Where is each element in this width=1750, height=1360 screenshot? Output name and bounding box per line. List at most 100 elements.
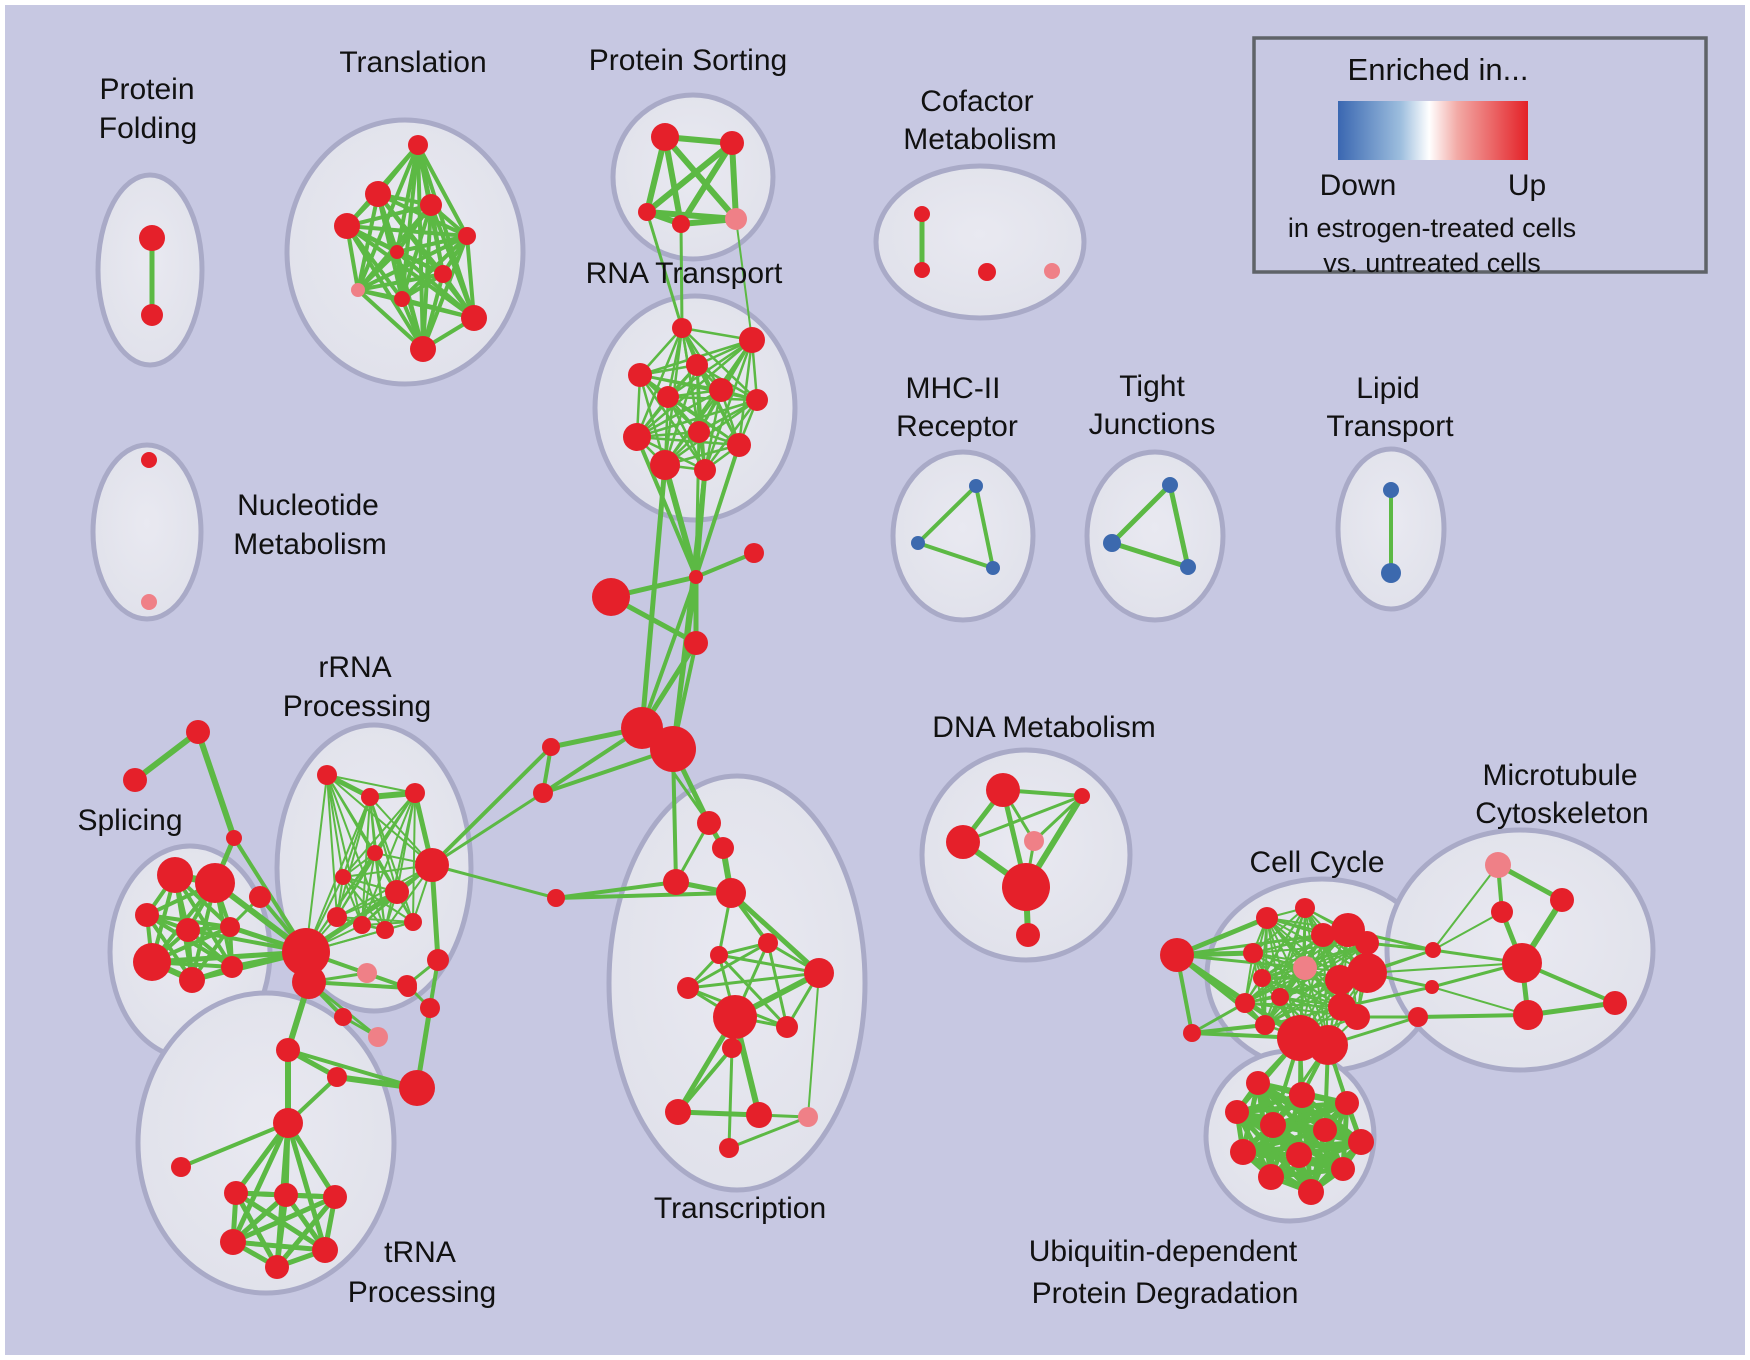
network-node-t7[interactable] xyxy=(434,265,452,283)
network-node-tc5[interactable] xyxy=(758,933,778,953)
network-node-tc1[interactable] xyxy=(697,811,721,835)
network-node-tn5[interactable] xyxy=(171,1157,191,1177)
network-node-cc7[interactable] xyxy=(1253,969,1271,987)
network-node-dn2[interactable] xyxy=(1074,788,1090,804)
network-node-hx5[interactable] xyxy=(312,1237,338,1263)
network-node-cc3[interactable] xyxy=(1311,923,1335,947)
network-node-rr14[interactable] xyxy=(420,998,440,1018)
network-node-t5[interactable] xyxy=(458,227,476,245)
network-node-tc2[interactable] xyxy=(712,837,734,859)
network-node-mc2[interactable] xyxy=(1425,980,1439,994)
network-node-cc5[interactable] xyxy=(1355,931,1379,955)
network-node-rt12[interactable] xyxy=(694,459,716,481)
network-node-mt3[interactable] xyxy=(1502,943,1542,983)
network-node-tn2[interactable] xyxy=(327,1067,347,1087)
network-node-rt8[interactable] xyxy=(688,421,710,443)
network-node-x2[interactable] xyxy=(689,570,703,584)
network-node-mt2[interactable] xyxy=(1491,901,1513,923)
network-node-ccP[interactable] xyxy=(1293,956,1317,980)
network-node-cf3[interactable] xyxy=(978,263,996,281)
network-node-mh2[interactable] xyxy=(911,536,925,550)
network-node-rr4[interactable] xyxy=(367,845,383,861)
network-node-t2[interactable] xyxy=(365,181,391,207)
network-node-rr2[interactable] xyxy=(361,788,379,806)
network-node-rt1[interactable] xyxy=(672,318,692,338)
network-node-tc3[interactable] xyxy=(663,869,689,895)
network-node-tc12[interactable] xyxy=(665,1099,691,1125)
network-node-x4[interactable] xyxy=(684,631,708,655)
network-node-sp3[interactable] xyxy=(135,903,159,927)
network-node-cc6[interactable] xyxy=(1243,943,1263,963)
network-node-mh3[interactable] xyxy=(986,561,1000,575)
network-node-t9[interactable] xyxy=(394,291,410,307)
network-node-ps1[interactable] xyxy=(651,123,679,151)
network-node-rt5[interactable] xyxy=(657,386,679,408)
network-node-tj1[interactable] xyxy=(1162,477,1178,493)
network-node-hx6[interactable] xyxy=(265,1255,289,1279)
network-node-L2[interactable] xyxy=(533,783,553,803)
network-node-tn1[interactable] xyxy=(276,1038,300,1062)
network-node-g3[interactable] xyxy=(226,830,242,846)
network-node-L3[interactable] xyxy=(547,889,565,907)
network-node-sp8[interactable] xyxy=(221,956,243,978)
network-node-rt10[interactable] xyxy=(727,433,751,457)
network-node-tc4[interactable] xyxy=(716,878,746,908)
network-node-hubB[interactable] xyxy=(650,726,696,772)
network-node-mtP[interactable] xyxy=(1485,852,1511,878)
network-node-tc9[interactable] xyxy=(713,995,757,1039)
network-node-tc8[interactable] xyxy=(677,977,699,999)
network-node-tn4[interactable] xyxy=(273,1108,303,1138)
network-node-t8[interactable] xyxy=(351,283,365,297)
network-node-lp1[interactable] xyxy=(1383,482,1399,498)
network-node-ub2[interactable] xyxy=(1289,1082,1315,1108)
network-node-mc1[interactable] xyxy=(1425,942,1441,958)
network-node-cc11[interactable] xyxy=(1347,953,1387,993)
network-node-nm1[interactable] xyxy=(141,452,157,468)
network-node-rr15[interactable] xyxy=(334,1008,352,1026)
network-node-ub1[interactable] xyxy=(1246,1071,1270,1095)
network-node-dnP[interactable] xyxy=(1024,831,1044,851)
network-node-g2[interactable] xyxy=(123,768,147,792)
network-node-cc1[interactable] xyxy=(1256,907,1278,929)
network-node-ub12[interactable] xyxy=(1298,1179,1324,1205)
network-node-hubR[interactable] xyxy=(282,928,330,976)
network-node-sp7[interactable] xyxy=(179,967,205,993)
network-node-tj3[interactable] xyxy=(1180,559,1196,575)
network-node-pf2[interactable] xyxy=(141,304,163,326)
network-node-t1[interactable] xyxy=(408,135,428,155)
network-node-hx4[interactable] xyxy=(220,1229,246,1255)
network-node-dn1[interactable] xyxy=(986,773,1020,807)
network-node-pf1[interactable] xyxy=(139,225,165,251)
network-node-hx1[interactable] xyxy=(224,1181,248,1205)
network-node-hubA[interactable] xyxy=(621,707,663,749)
network-node-ub10[interactable] xyxy=(1331,1157,1355,1181)
network-node-cc9[interactable] xyxy=(1271,988,1289,1006)
network-node-tc10[interactable] xyxy=(776,1016,798,1038)
network-node-mc3[interactable] xyxy=(1408,1007,1428,1027)
network-node-cf2[interactable] xyxy=(914,262,930,278)
network-node-rr7[interactable] xyxy=(385,880,409,904)
network-node-ps2[interactable] xyxy=(720,131,744,155)
network-node-mh1[interactable] xyxy=(969,479,983,493)
network-node-tc6[interactable] xyxy=(804,958,834,988)
network-node-t4[interactable] xyxy=(334,213,360,239)
network-node-tc11[interactable] xyxy=(722,1038,742,1058)
network-node-ub4[interactable] xyxy=(1225,1100,1249,1124)
network-node-rrP1[interactable] xyxy=(357,963,377,983)
network-node-dn3[interactable] xyxy=(946,825,980,859)
network-node-sp2[interactable] xyxy=(195,863,235,903)
network-node-t10[interactable] xyxy=(461,305,487,331)
network-node-hx2[interactable] xyxy=(274,1183,298,1207)
network-node-rr9[interactable] xyxy=(353,916,371,934)
network-node-sp1[interactable] xyxy=(157,857,193,893)
network-node-cc10[interactable] xyxy=(1255,1015,1275,1035)
network-node-hubS[interactable] xyxy=(292,965,326,999)
network-node-ub3[interactable] xyxy=(1335,1091,1359,1115)
network-node-rt7[interactable] xyxy=(746,389,768,411)
network-node-mt1[interactable] xyxy=(1550,888,1574,912)
network-node-cf1[interactable] xyxy=(914,206,930,222)
network-node-ps5[interactable] xyxy=(725,208,747,230)
network-node-t11[interactable] xyxy=(410,336,436,362)
network-node-L1[interactable] xyxy=(542,738,560,756)
network-node-ub9[interactable] xyxy=(1286,1142,1312,1168)
